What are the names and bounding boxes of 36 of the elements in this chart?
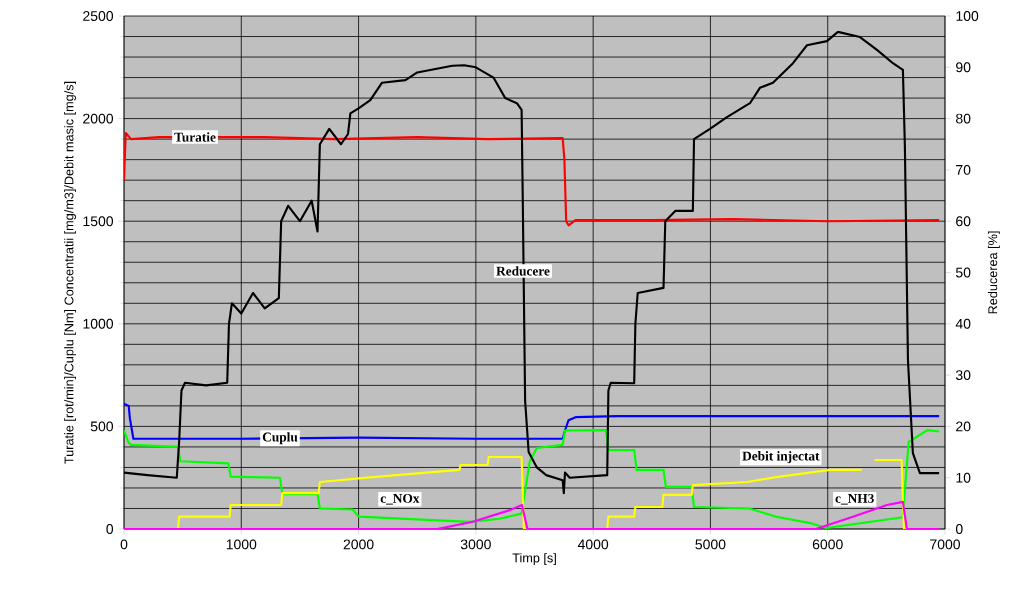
series-label: c_NH3	[835, 493, 874, 505]
x-tick-label: 3000	[460, 539, 491, 550]
x-tick-label: 5000	[695, 539, 726, 550]
y2-tick-label: 60	[956, 216, 971, 227]
line-series	[124, 429, 941, 529]
y-tick-label: 1000	[83, 318, 114, 329]
y2-tick-label: 80	[956, 113, 971, 124]
x-axis-title: Timp [s]	[512, 553, 556, 565]
y-axis-title: Turatie [rot/min]/Cuplu [Nm] Concentratii [mg/m3]/Debit masic [mg/s]	[64, 81, 76, 464]
y-tick-label: 2500	[83, 11, 114, 21]
x-tick-label: 4000	[577, 539, 609, 550]
y-tick-label: 0	[106, 524, 114, 534]
x-tick-label: 7000	[930, 539, 961, 550]
series-label: Reducere	[496, 266, 550, 276]
x-tick-label: 1000	[226, 539, 257, 550]
x-tick-label: 6000	[812, 539, 843, 550]
series-label: Debit injectat	[742, 451, 820, 464]
y2-tick-label: 100	[956, 11, 979, 21]
y2-tick-label: 10	[956, 472, 971, 483]
y2-tick-label: 20	[956, 421, 971, 432]
y2-tick-label: 0	[955, 524, 963, 534]
y2-tick-label: 70	[956, 164, 971, 175]
series-label: c_NOx	[380, 493, 420, 505]
y-tick-label: 1500	[83, 216, 114, 227]
x-tick-label: 0	[120, 539, 128, 550]
y2-tick-label: 50	[955, 267, 971, 278]
y2-tick-label: 90	[956, 62, 971, 73]
series-label: Cuplu	[262, 432, 298, 445]
y-tick-label: 2000	[83, 113, 114, 124]
y2-axis-title: Reducerea [%]	[987, 231, 1000, 314]
y2-tick-label: 30	[955, 370, 971, 381]
series-label: Turatie	[174, 132, 216, 142]
y-tick-label: 500	[90, 421, 114, 432]
line-series	[124, 131, 941, 227]
x-tick-label: 2000	[343, 539, 374, 550]
y2-tick-label: 40	[955, 318, 971, 329]
